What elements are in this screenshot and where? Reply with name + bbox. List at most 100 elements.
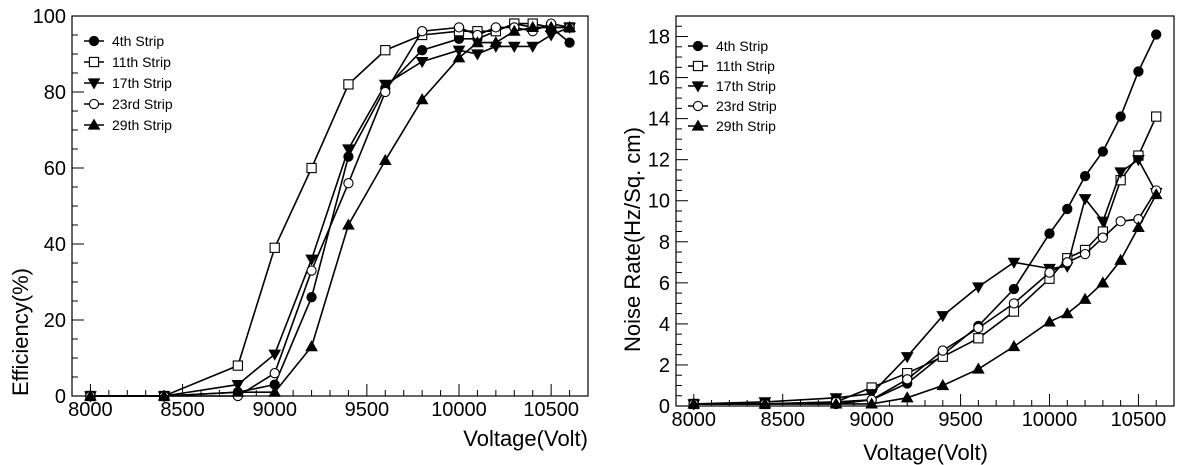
legend-item: 29th Strip: [84, 117, 172, 133]
data-point: [544, 30, 558, 42]
x-tick-label: 10500: [523, 399, 579, 421]
data-point: [380, 86, 391, 98]
data-point: [1151, 111, 1162, 122]
data-point: [544, 20, 558, 33]
data-point: [489, 36, 503, 48]
data-point: [900, 352, 914, 364]
data-point: [1062, 203, 1073, 215]
y-tick-label: 16: [648, 68, 670, 90]
y-tick-label: 60: [44, 158, 66, 180]
y-tick-label: 8: [659, 232, 670, 254]
tick-labels: 8000 8500 9000 9500 10000 10500 0 20 40 60 80 100: [33, 6, 579, 421]
legend-label: 17th Strip: [716, 78, 776, 94]
data-point: [453, 22, 465, 33]
x-tick-label: 8500: [160, 399, 205, 421]
y-tick-label: 0: [55, 386, 66, 408]
legend-item: 17th Strip: [688, 78, 776, 94]
data-point: [526, 41, 540, 53]
data-point: [343, 79, 354, 90]
data-point: [1060, 307, 1074, 319]
data-point: [1043, 315, 1056, 327]
legend-item: 11th Strip: [84, 54, 171, 70]
data-point: [937, 345, 948, 356]
data-point: [758, 397, 772, 409]
data-point: [416, 26, 428, 37]
data-point: [306, 265, 317, 276]
legend-item: 23rd Strip: [688, 98, 777, 114]
series-layer: [84, 18, 576, 403]
data-point: [1115, 111, 1126, 122]
data-point: [415, 93, 429, 105]
plot-frame: [675, 15, 1175, 407]
data-point: [1114, 167, 1127, 179]
data-point: [1132, 155, 1145, 167]
series-layer: [687, 29, 1163, 411]
data-point: [342, 218, 355, 230]
legend-marker: [691, 119, 705, 131]
data-point: [936, 378, 950, 391]
data-point: [687, 397, 701, 409]
x-tick-label: 10500: [1111, 409, 1167, 431]
legend-marker: [692, 100, 704, 112]
data-point: [526, 20, 540, 33]
data-point: [1079, 248, 1091, 260]
x-axis-label: Voltage(Volt): [463, 426, 588, 451]
x-tick-label: 9500: [345, 399, 390, 421]
y-tick-label: 12: [648, 150, 670, 172]
efficiency-chart: 8000 8500 9000 9500 10000 10500 0 20 40 60 80 100 4…: [8, 6, 589, 451]
x-tick-label: 8000: [68, 399, 113, 421]
legend-marker: [88, 56, 100, 68]
data-point: [268, 349, 282, 361]
series-23rd-strip: [688, 185, 1162, 410]
data-point: [269, 368, 280, 379]
y-tick-label: 18: [648, 27, 670, 49]
data-point: [829, 397, 843, 409]
legend-label: 23rd Strip: [112, 96, 173, 112]
data-point: [471, 36, 484, 48]
data-point: [1097, 232, 1109, 243]
data-point: [1115, 216, 1126, 227]
data-point: [1133, 66, 1144, 77]
data-point: [1062, 257, 1073, 268]
y-tick-label: 100: [33, 6, 66, 28]
data-point: [1007, 339, 1021, 352]
x-tick-label: 10000: [431, 399, 487, 421]
data-point: [471, 49, 484, 61]
y-tick-label: 20: [44, 310, 66, 332]
data-point: [973, 333, 984, 344]
data-point: [305, 340, 318, 352]
data-point: [972, 282, 985, 294]
data-point: [1008, 283, 1020, 295]
series-29th-strip: [84, 20, 576, 401]
y-tick-label: 0: [659, 396, 670, 418]
series-29th-strip: [687, 188, 1163, 409]
x-tick-label: 9000: [252, 399, 297, 421]
y-tick-label: 80: [44, 82, 66, 104]
data-point: [564, 37, 575, 48]
legend-marker: [692, 40, 704, 52]
legend-label: 11th Strip: [716, 58, 775, 74]
data-point: [268, 385, 282, 397]
y-tick-label: 6: [659, 273, 670, 295]
data-point: [342, 144, 355, 156]
data-point: [936, 311, 950, 323]
x-tick-label: 9500: [938, 409, 983, 431]
legend-label: 29th Strip: [716, 118, 776, 134]
y-axis-label: Noise Rate(Hz/Sq. cm): [620, 127, 645, 352]
x-axis-label: Voltage(Volt): [863, 440, 988, 465]
data-point: [1096, 216, 1110, 228]
legend-label: 23rd Strip: [716, 98, 777, 114]
data-point: [232, 360, 244, 371]
data-point: [1078, 292, 1092, 304]
y-tick-label: 40: [44, 234, 66, 256]
data-point: [1132, 220, 1145, 233]
data-point: [507, 41, 521, 53]
data-point: [1044, 267, 1055, 278]
data-point: [1044, 228, 1055, 239]
data-point: [306, 292, 317, 303]
legend-marker: [88, 98, 100, 110]
data-point: [1079, 170, 1091, 182]
x-tick-label: 8500: [760, 409, 805, 431]
legend-label: 4th Strip: [112, 33, 164, 49]
